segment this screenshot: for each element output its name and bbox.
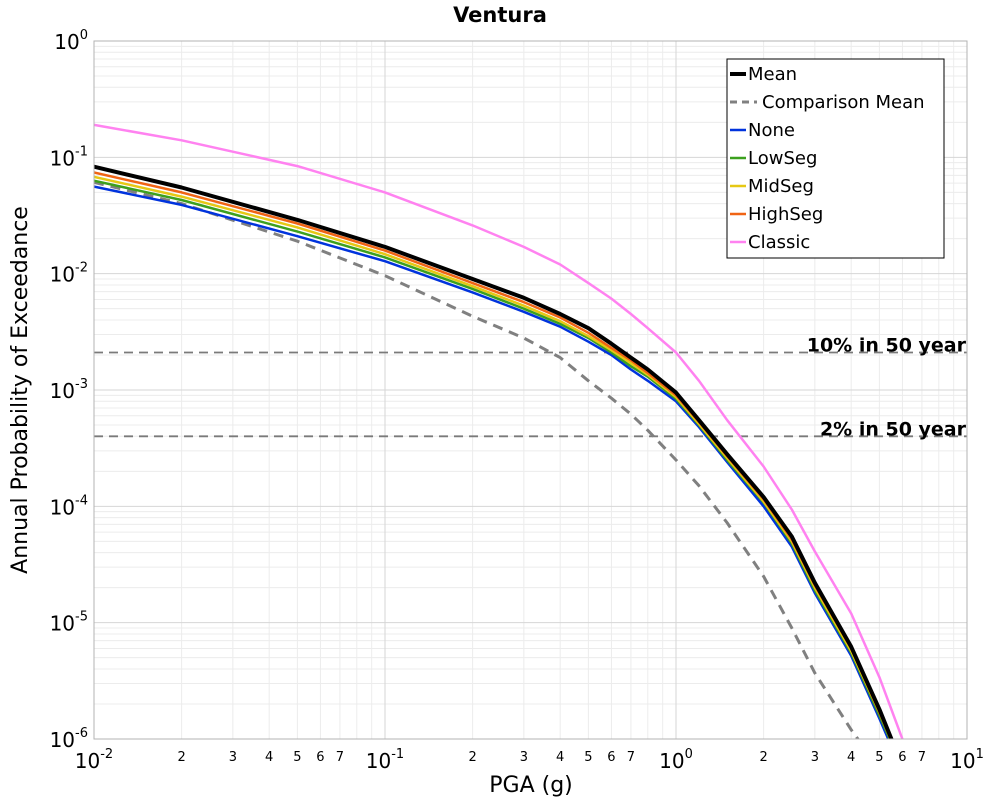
x-minor-tick-label: 4 [556, 750, 564, 765]
y-tick-label: 10-2 [50, 261, 88, 287]
x-minor-tick-label: 4 [847, 750, 855, 765]
y-tick-exponent: -2 [75, 261, 88, 276]
x-minor-tick-label: 3 [520, 750, 528, 765]
reference-lines: 10% in 50 year 2% in 50 year [94, 335, 967, 440]
reference-line-label: 2% in 50 year [820, 418, 967, 440]
y-tick-label: 10-4 [50, 493, 88, 519]
series-line-classic [94, 123, 904, 739]
y-tick-base: 10 [54, 30, 79, 54]
y-tick-label: 10-1 [50, 144, 88, 170]
x-tick-base: 10 [366, 749, 391, 773]
x-minor-tick-label: 7 [336, 750, 344, 765]
x-minor-tick-label: 6 [898, 750, 906, 765]
x-minor-tick-label: 5 [293, 750, 301, 765]
x-minor-tick-label: 2 [759, 750, 767, 765]
x-tick-exponent: 0 [685, 747, 693, 762]
y-tick-exponent: -1 [75, 144, 88, 159]
x-minor-tick-label: 3 [811, 750, 819, 765]
series-line-midseg [94, 175, 892, 739]
x-tick-label: 101 [950, 747, 984, 773]
legend: Mean Comparison Mean None LowSeg MidSeg HighS… [726, 58, 945, 259]
x-tick-base: 10 [659, 749, 684, 773]
x-minor-tick-label: 5 [584, 750, 592, 765]
x-minor-tick-label: 2 [177, 750, 185, 765]
legend-label: Classic [748, 232, 810, 253]
y-tick-label: 10-6 [50, 726, 88, 752]
x-tick-label: 10-1 [366, 747, 404, 773]
y-tick-base: 10 [50, 728, 75, 752]
x-minor-tick-label: 6 [316, 750, 324, 765]
x-minor-tick-label: 7 [918, 750, 926, 765]
y-tick-label: 10-5 [50, 610, 88, 636]
x-tick-label: 10-2 [75, 747, 113, 773]
y-tick-base: 10 [50, 495, 75, 519]
x-minor-tick-label: 7 [627, 750, 635, 765]
legend-label: MidSeg [748, 176, 814, 197]
x-minor-tick-label: 2 [468, 750, 476, 765]
y-tick-base: 10 [50, 612, 75, 636]
y-tick-exponent: -5 [75, 610, 88, 625]
y-tick-exponent: -3 [75, 377, 88, 392]
x-tick-base: 10 [75, 749, 100, 773]
x-minor-tick-label: 5 [875, 750, 883, 765]
y-tick-exponent: -4 [75, 493, 88, 508]
x-minor-tick-label: 6 [607, 750, 615, 765]
series-line-none [94, 185, 890, 739]
reference-line-label: 10% in 50 year [807, 335, 967, 357]
legend-label: Comparison Mean [762, 92, 925, 113]
y-tick-base: 10 [50, 146, 75, 170]
y-tick-base: 10 [50, 379, 75, 403]
series-line-lowseg [94, 179, 892, 739]
legend-label: LowSeg [748, 148, 817, 169]
x-tick-base: 10 [950, 749, 975, 773]
series-lines [94, 123, 904, 739]
y-axis-title: Annual Probability of Exceedance [8, 206, 33, 574]
legend-label: None [748, 120, 795, 141]
x-tick-exponent: 1 [976, 747, 984, 762]
y-tick-base: 10 [50, 263, 75, 287]
y-tick-label: 100 [54, 28, 88, 54]
x-tick-exponent: -2 [100, 747, 113, 762]
y-tick-exponent: -6 [75, 726, 88, 741]
plot-frame [93, 40, 968, 740]
series-line-mean [94, 164, 894, 739]
x-minor-tick-label: 4 [265, 750, 273, 765]
legend-box [726, 58, 945, 259]
series-line-comparison-mean [94, 180, 860, 739]
legend-label: Mean [748, 64, 797, 85]
x-tick-exponent: -1 [391, 747, 404, 762]
x-minor-tick-label: 3 [229, 750, 237, 765]
x-tick-label: 100 [659, 747, 693, 773]
legend-label: HighSeg [748, 204, 823, 225]
chart-title: Ventura [453, 3, 547, 27]
x-axis-title: PGA (g) [489, 773, 573, 798]
y-tick-label: 10-3 [50, 377, 88, 403]
series-line-highseg [94, 171, 893, 739]
y-tick-exponent: 0 [80, 28, 88, 43]
